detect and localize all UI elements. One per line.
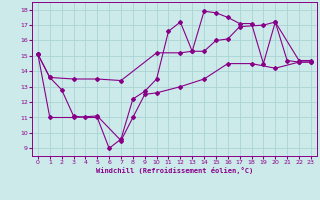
X-axis label: Windchill (Refroidissement éolien,°C): Windchill (Refroidissement éolien,°C)	[96, 167, 253, 174]
